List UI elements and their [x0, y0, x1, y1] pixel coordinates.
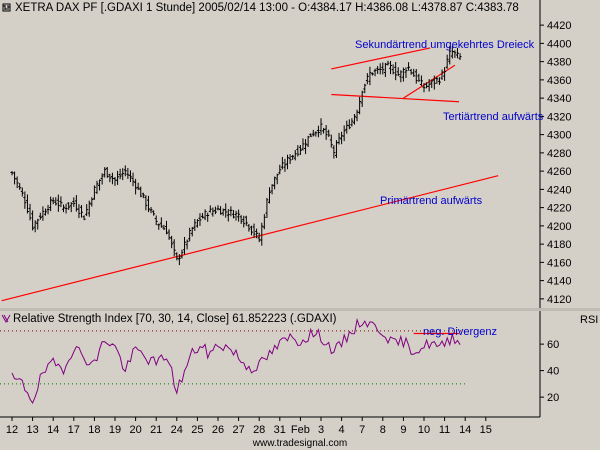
time-tick-label: 31 — [274, 424, 286, 436]
time-tick-label: 3 — [318, 424, 324, 436]
time-tick-label: 27 — [232, 424, 244, 436]
rsi-line — [11, 317, 461, 405]
time-tick-label: 10 — [418, 424, 430, 436]
rsi-tick-label: 20 — [547, 392, 559, 404]
trendline-wedge_upper — [331, 47, 431, 70]
time-tick-label: 8 — [380, 424, 386, 436]
price-tick-label: 4260 — [547, 166, 571, 178]
time-tick-label: 19 — [109, 424, 121, 436]
annotation-tertiary-trend: Tertiärtrend aufwärts — [443, 111, 544, 123]
time-tick-label: 11 — [439, 424, 450, 436]
time-tick-label: 13 — [26, 424, 38, 436]
annotation-secondary-trend: Sekundärtrend umgekehrtes Dreieck — [355, 39, 535, 51]
time-tick-label: 12 — [6, 424, 18, 436]
price-tick-label: 4280 — [547, 148, 571, 160]
time-tick-label: 26 — [212, 424, 224, 436]
pane-divider — [0, 308, 600, 311]
price-bars — [10, 45, 462, 266]
price-tick-label: 4200 — [547, 221, 571, 233]
price-tick-label: 4340 — [547, 93, 571, 105]
price-title-block: XETRA DAX PF [.GDAXI 1 Stunde] 2005/02/1… — [2, 2, 519, 14]
time-tick-label: 20 — [129, 424, 141, 436]
price-tick-label: 4300 — [547, 130, 571, 142]
watermark: www.tradesignal.com — [252, 438, 347, 449]
rsi-series — [11, 317, 461, 405]
price-tick-label: 4120 — [547, 294, 571, 306]
price-tick-label: 4420 — [547, 20, 571, 32]
annotation-neg-divergence: neg. Divergenz — [423, 326, 497, 338]
time-tick-label: 9 — [400, 424, 406, 436]
rsi-tick-label: 40 — [547, 366, 559, 378]
time-tick-label: 14 — [47, 424, 59, 436]
rsi-axis-label: RSI — [580, 314, 598, 326]
time-tick-label: 28 — [253, 424, 265, 436]
price-title-ohlc-icon — [3, 5, 10, 10]
time-tick-label: 25 — [191, 424, 203, 436]
time-tick-label: 4 — [339, 424, 345, 436]
price-title: XETRA DAX PF [.GDAXI 1 Stunde] 2005/02/1… — [15, 2, 519, 14]
price-tick-label: 4320 — [547, 111, 571, 123]
price-tick-label: 4140 — [547, 276, 571, 288]
price-tick-label: 4360 — [547, 75, 571, 87]
time-tick-label: 24 — [171, 424, 183, 436]
rsi-title: Relative Strength Index [70, 30, 14, Clo… — [13, 313, 337, 325]
time-tick-label: 18 — [88, 424, 100, 436]
price-tick-label: 4240 — [547, 184, 571, 196]
rsi-title-icon — [1, 314, 11, 324]
time-axis: 12 13 14 17 18 19 20 21 24 25 26 27 28 31 Feb 3 4 7 8 9 10 11… — [0, 416, 540, 436]
rsi-axis: 20 40 60 — [539, 311, 559, 417]
time-tick-label: 15 — [480, 424, 492, 436]
rsi-reference-levels — [0, 330, 466, 385]
time-tick-label: 14 — [459, 424, 471, 436]
rsi-tick-label: 60 — [547, 339, 559, 351]
annotation-primary-trend: Primärtrend aufwärts — [380, 195, 483, 207]
time-tick-label: 21 — [150, 424, 162, 436]
price-tick-label: 4380 — [547, 57, 571, 69]
trendline-primary — [1, 175, 499, 302]
time-tick-label: 7 — [359, 424, 365, 436]
rsi-title-block: Relative Strength Index [70, 30, 14, Clo… — [1, 313, 337, 325]
time-tick-label: Feb — [291, 424, 310, 436]
price-tick-label: 4180 — [547, 239, 571, 251]
price-tick-label: 4220 — [547, 203, 571, 215]
price-tick-label: 4400 — [547, 38, 571, 50]
price-tick-label: 4160 — [547, 257, 571, 269]
trendline-wedge_lower — [331, 93, 460, 103]
time-tick-label: 17 — [68, 424, 80, 436]
price-axis: 4120 4140 4160 4180 4200 4220 4240 4260 4280 4300… — [539, 0, 571, 308]
